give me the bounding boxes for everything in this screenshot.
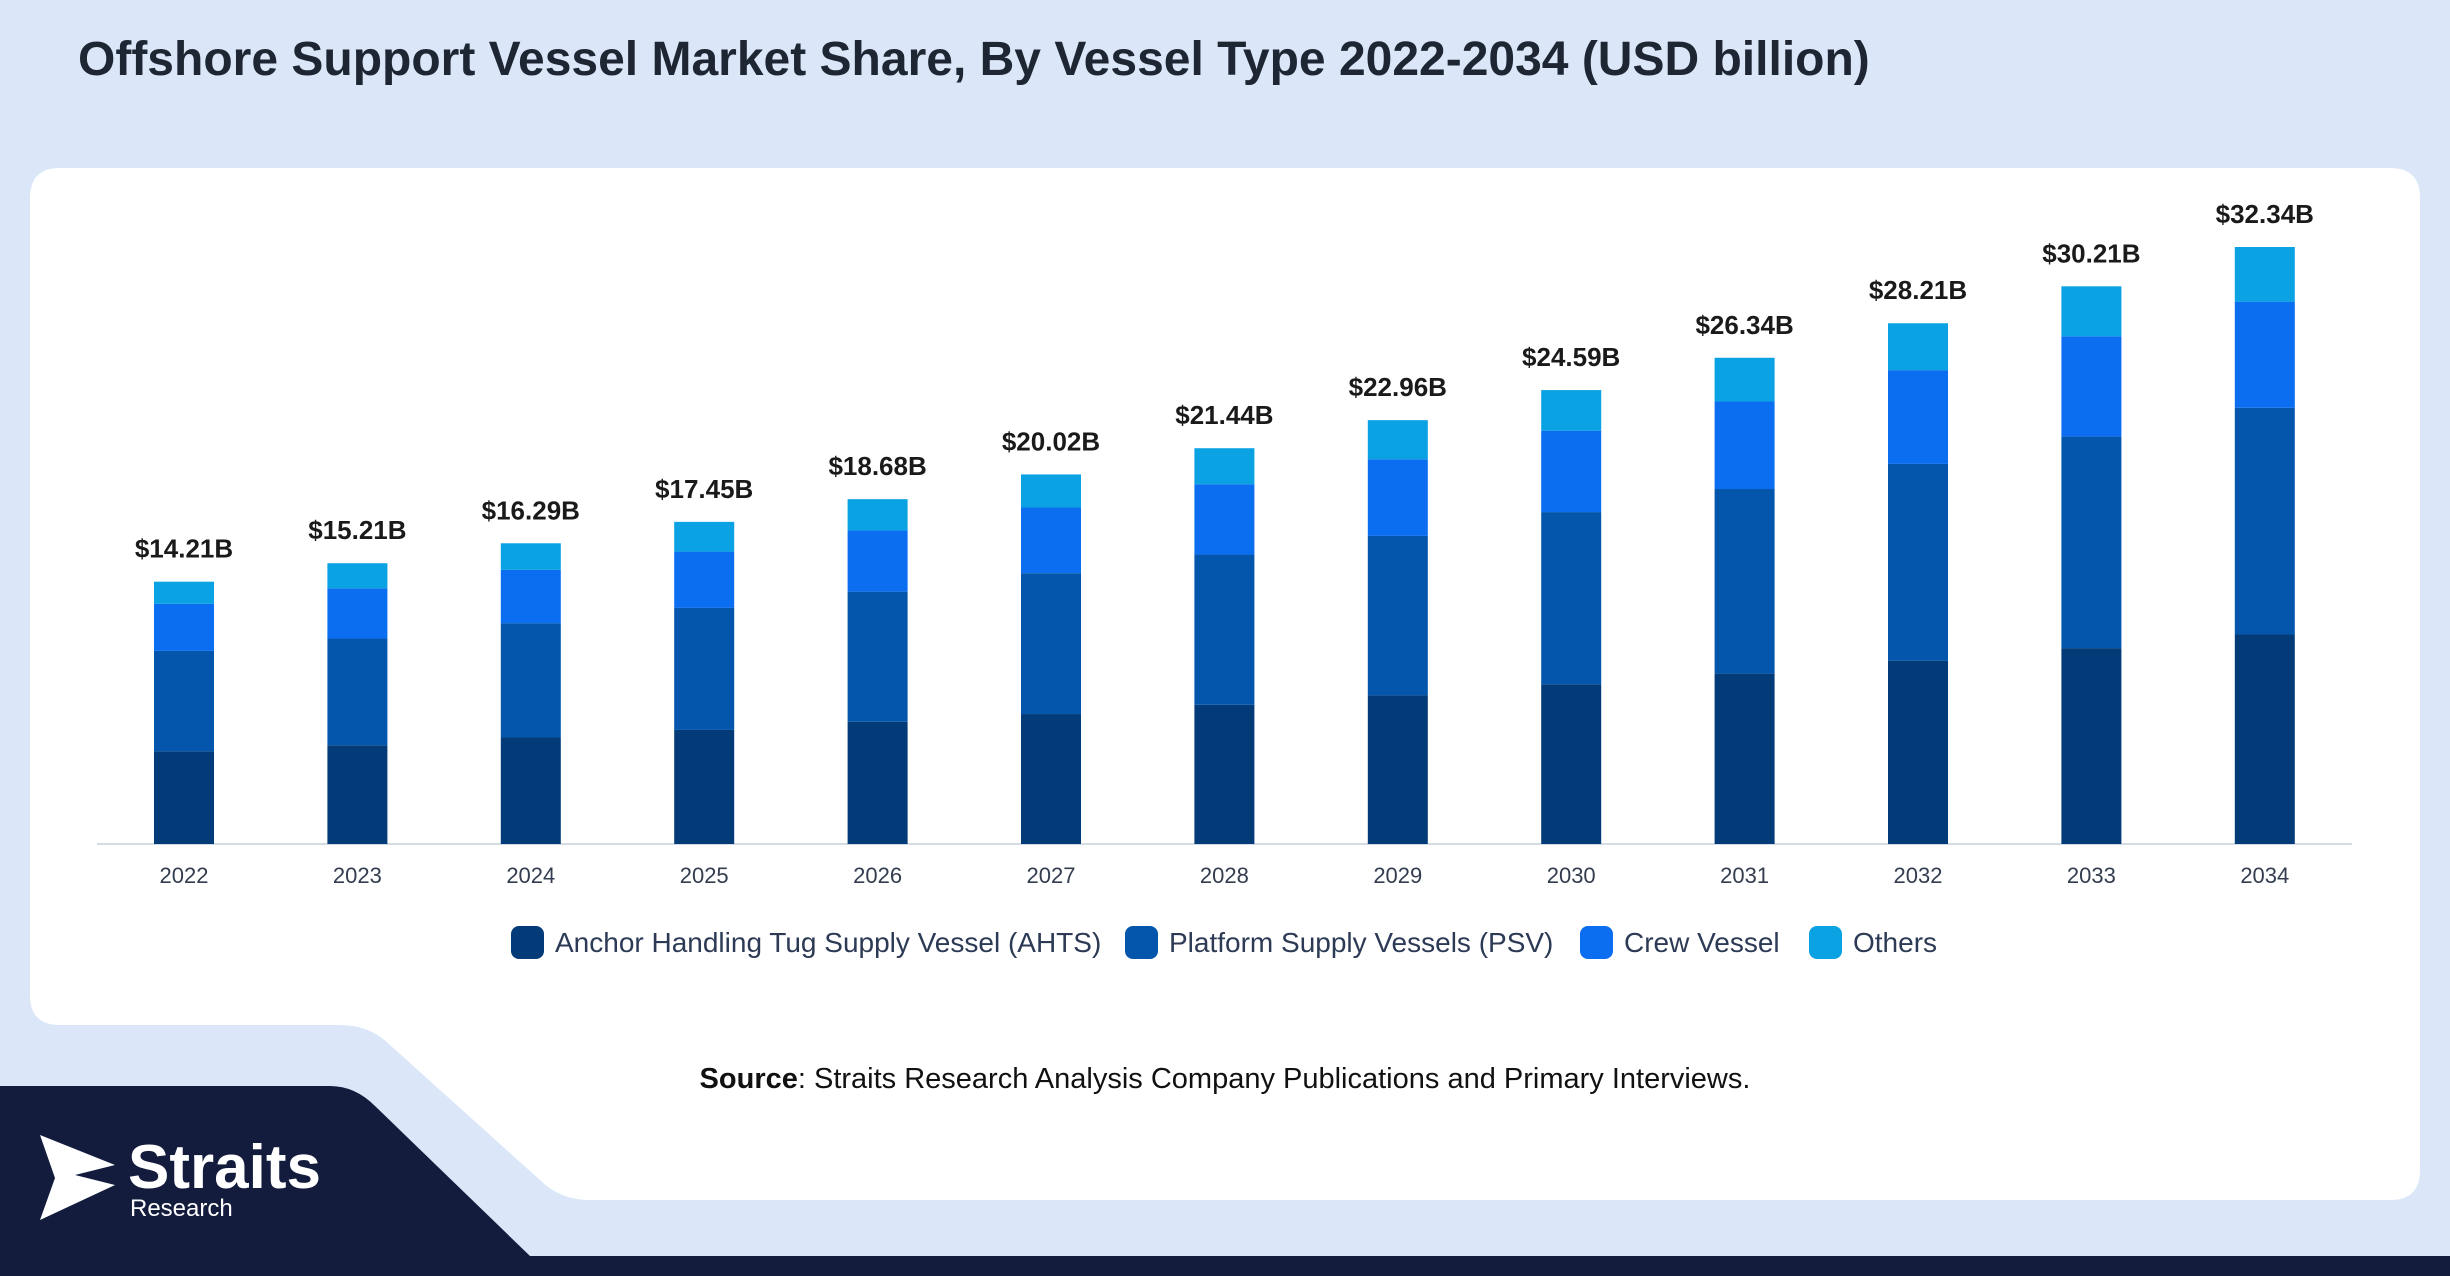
bar-segment <box>154 603 214 651</box>
total-label: $14.21B <box>135 534 233 564</box>
legend-label: Others <box>1853 927 1937 958</box>
total-label: $30.21B <box>2042 238 2140 268</box>
source-note: Source: Straits Research Analysis Compan… <box>700 1063 1751 1095</box>
x-tick-label: 2026 <box>853 863 902 888</box>
bar-segment <box>2234 247 2295 302</box>
logo-sub: Research <box>130 1195 233 1222</box>
legend-label: Crew Vessel <box>1624 927 1780 958</box>
chart-title: Offshore Support Vessel Market Share, By… <box>78 33 1870 86</box>
bar-segment <box>327 745 388 844</box>
source-text: : Straits Research Analysis Company Publ… <box>798 1063 1751 1095</box>
bar-segment <box>1021 573 1081 715</box>
x-tick-label: 2032 <box>1894 863 1943 888</box>
legend-swatch <box>1125 926 1158 959</box>
bar-segment <box>1888 660 1948 844</box>
total-label: $28.21B <box>1869 275 1967 305</box>
bar-segment <box>674 521 735 552</box>
bar-segment <box>1714 401 1775 490</box>
bar-segment <box>1021 507 1081 574</box>
bar-segment <box>2061 436 2122 649</box>
bar-segment <box>674 607 735 730</box>
bar-segment <box>1714 489 1775 674</box>
legend-label: Anchor Handling Tug Supply Vessel (AHTS) <box>555 927 1101 958</box>
legend-swatch <box>511 926 544 959</box>
bar-segment <box>1888 323 1948 371</box>
bar-segment <box>1714 673 1775 844</box>
bar-segment <box>1194 554 1255 705</box>
bar-segment <box>154 581 214 604</box>
total-label: $32.34B <box>2216 199 2314 229</box>
bar-segment <box>1021 714 1081 844</box>
x-tick-label: 2027 <box>1027 863 1076 888</box>
bar-segment <box>847 499 908 531</box>
bar-segment <box>154 751 214 844</box>
bar-segment <box>1194 484 1255 555</box>
bar-segment <box>2061 336 2122 437</box>
bar-segment <box>1367 535 1428 696</box>
bar-segment <box>1021 474 1081 508</box>
bar-segment <box>1541 684 1602 844</box>
bar-segment <box>2061 286 2122 337</box>
total-label: $26.34B <box>1695 310 1793 340</box>
bar-segment <box>327 563 388 589</box>
footer-band <box>0 1256 2450 1276</box>
bar-segment <box>1541 430 1602 513</box>
legend-swatch <box>1809 926 1842 959</box>
bar-segment <box>327 638 388 746</box>
logo-icon <box>40 1135 115 1220</box>
bar-segment <box>327 588 388 639</box>
bar-segment <box>1714 357 1775 402</box>
bar-segment <box>847 591 908 722</box>
x-tick-label: 2033 <box>2067 863 2116 888</box>
total-label: $24.59B <box>1522 342 1620 372</box>
bar-segment <box>500 737 561 844</box>
bar-segment <box>2234 634 2295 844</box>
legend-swatch <box>1580 926 1613 959</box>
bar-segment <box>847 530 908 592</box>
total-label: $20.02B <box>1002 426 1100 456</box>
bar-segment <box>2061 648 2122 844</box>
bar-segment <box>1541 390 1602 431</box>
bar-segment <box>500 623 561 738</box>
total-label: $17.45B <box>655 474 753 504</box>
logo-name: Straits <box>128 1133 321 1202</box>
x-tick-label: 2022 <box>160 863 209 888</box>
total-label: $16.29B <box>482 495 580 525</box>
bar-segment <box>674 551 735 608</box>
x-tick-label: 2029 <box>1373 863 1422 888</box>
x-tick-label: 2024 <box>506 863 555 888</box>
total-label: $21.44B <box>1175 400 1273 430</box>
x-tick-label: 2034 <box>2240 863 2289 888</box>
bar-segment <box>1367 420 1428 460</box>
bar-segment <box>1367 459 1428 536</box>
bar-segment <box>847 721 908 844</box>
bar-segment <box>2234 407 2295 635</box>
bar-segment <box>674 729 735 844</box>
bar-segment <box>500 569 561 624</box>
total-label: $15.21B <box>308 515 406 545</box>
bar-segment <box>1888 463 1948 661</box>
source-label: Source <box>700 1063 798 1095</box>
bar-segment <box>1194 448 1255 485</box>
total-label: $22.96B <box>1349 372 1447 402</box>
total-label: $18.68B <box>828 451 926 481</box>
bar-segment <box>1888 370 1948 464</box>
x-tick-label: 2030 <box>1547 863 1596 888</box>
bar-segment <box>500 543 561 570</box>
x-tick-label: 2023 <box>333 863 382 888</box>
logo-panel <box>0 1086 530 1256</box>
bar-segment <box>2234 301 2295 408</box>
bar-segment <box>154 650 214 752</box>
bar-segment <box>1367 695 1428 844</box>
x-tick-label: 2031 <box>1720 863 1769 888</box>
legend-label: Platform Supply Vessels (PSV) <box>1169 927 1553 958</box>
bar-segment <box>1541 512 1602 685</box>
x-tick-label: 2028 <box>1200 863 1249 888</box>
x-tick-label: 2025 <box>680 863 729 888</box>
bar-segment <box>1194 704 1255 844</box>
